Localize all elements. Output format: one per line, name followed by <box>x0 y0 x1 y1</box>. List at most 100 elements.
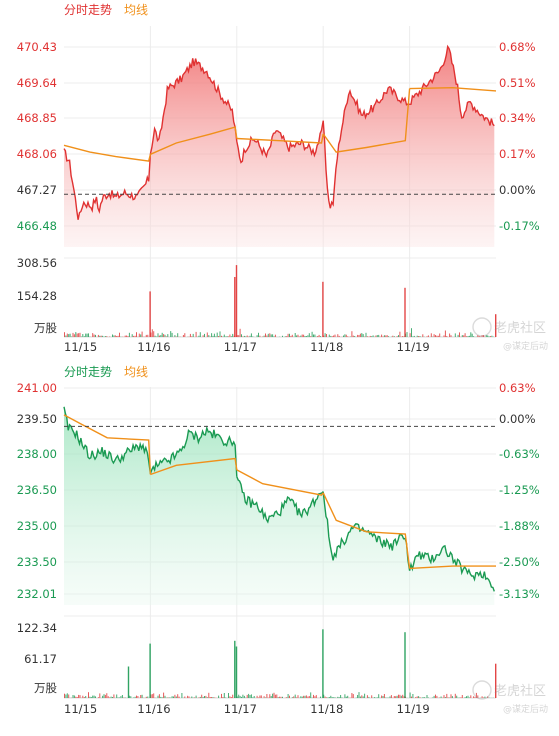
volume-bar <box>375 335 377 337</box>
volume-bar <box>416 335 418 337</box>
volume-bar <box>157 333 159 337</box>
volume-bar <box>113 335 115 337</box>
volume-bar <box>376 697 378 698</box>
volume-bar <box>392 335 394 337</box>
volume-bar <box>221 335 222 337</box>
y-tick-right: 0.68% <box>499 40 536 54</box>
volume-bar <box>97 697 99 698</box>
volume-bar <box>68 694 70 698</box>
volume-bar <box>279 696 281 698</box>
volume-bar <box>228 693 229 698</box>
volume-bar <box>297 695 299 698</box>
volume-bar <box>307 696 309 698</box>
chart-panel-top: 分时走势 均线 470.43 469.64 468.85 468.06 467.… <box>17 3 548 354</box>
volume-bar <box>127 336 129 337</box>
volume-bar <box>124 335 126 337</box>
volume-bar <box>109 336 111 337</box>
volume-bar <box>307 335 309 337</box>
volume-bar <box>178 696 180 698</box>
volume-bar <box>267 333 269 337</box>
volume-bar <box>331 336 333 337</box>
volume-bar <box>263 335 265 337</box>
vol-tick: 308.56 <box>17 256 57 270</box>
volume-bar <box>206 332 208 337</box>
volume-bar <box>174 694 176 698</box>
avg-line <box>63 414 496 570</box>
volume-bar <box>82 334 84 337</box>
volume-bar <box>184 333 186 337</box>
volume-spike <box>127 666 130 698</box>
volume-bar <box>218 695 220 698</box>
volume-bar <box>228 336 229 337</box>
volume-bar <box>65 335 67 337</box>
volume-bar <box>83 697 85 698</box>
volume-bar <box>104 694 106 698</box>
volume-bar <box>450 694 452 698</box>
volume-bar <box>97 334 99 337</box>
volume-bar <box>78 694 80 698</box>
volume-bar <box>109 697 111 698</box>
volume-bar <box>99 335 101 337</box>
volume-bar <box>290 335 292 337</box>
volume-bar <box>141 694 143 698</box>
volume-bar <box>95 696 96 698</box>
volume-bar <box>289 333 290 337</box>
volume-spike <box>235 265 238 337</box>
volume-bar <box>198 697 200 698</box>
volume-bar <box>297 334 299 337</box>
volume-bar <box>381 695 383 698</box>
volume-bar <box>259 335 261 337</box>
volume-bar <box>113 694 115 698</box>
volume-bar <box>375 697 377 698</box>
volume-spike <box>404 632 406 698</box>
volume-spike <box>495 663 497 698</box>
volume-bar <box>470 695 472 698</box>
volume-bar <box>93 334 95 337</box>
volume-bar <box>427 697 429 698</box>
volume-bar <box>208 692 210 698</box>
volume-bar <box>82 695 84 698</box>
volume-bar <box>362 334 364 337</box>
y-tick-left: 469.64 <box>17 76 57 90</box>
price-line-segment <box>149 425 238 477</box>
volume-spike <box>322 281 324 337</box>
volume-bar <box>467 336 469 337</box>
volume-bar <box>411 696 412 698</box>
volume-bar <box>262 336 264 337</box>
volume-bar <box>232 333 234 337</box>
volume-bar <box>263 696 265 698</box>
volume-bar <box>437 335 439 337</box>
volume-bar <box>444 330 446 337</box>
volume-bar <box>459 332 460 337</box>
volume-bar <box>361 333 363 337</box>
volume-bar <box>150 694 152 698</box>
y-tick-left: 467.27 <box>17 183 57 197</box>
date-label: 11/17 <box>224 340 257 354</box>
volume-bar <box>202 335 204 337</box>
volume-bar <box>481 696 483 698</box>
volume-bar <box>485 335 487 337</box>
price-line-segment <box>236 476 324 524</box>
volume-bar <box>396 695 398 698</box>
y-tick-right: 0.00% <box>499 412 536 426</box>
volume-bar <box>298 336 300 337</box>
y-axis-left: 470.43 469.64 468.85 468.06 467.27 466.4… <box>17 40 57 233</box>
volume-bar <box>136 695 137 698</box>
volume-bar <box>318 334 320 337</box>
volume-bar <box>221 693 222 698</box>
volume-bar <box>328 697 330 698</box>
volume-bar <box>374 697 375 698</box>
volume-bar <box>191 696 193 698</box>
volume-bar <box>273 336 275 337</box>
volume-bar <box>383 694 385 698</box>
volume-bar <box>116 336 118 337</box>
volume-bar <box>161 332 163 337</box>
volume-bar <box>473 696 475 698</box>
y-tick-left: 468.85 <box>17 111 57 125</box>
volume-bar <box>153 693 155 698</box>
volume-bar <box>64 332 65 337</box>
volume-bar <box>256 695 258 698</box>
volume-bar <box>315 695 317 698</box>
volume-bar <box>64 693 65 698</box>
